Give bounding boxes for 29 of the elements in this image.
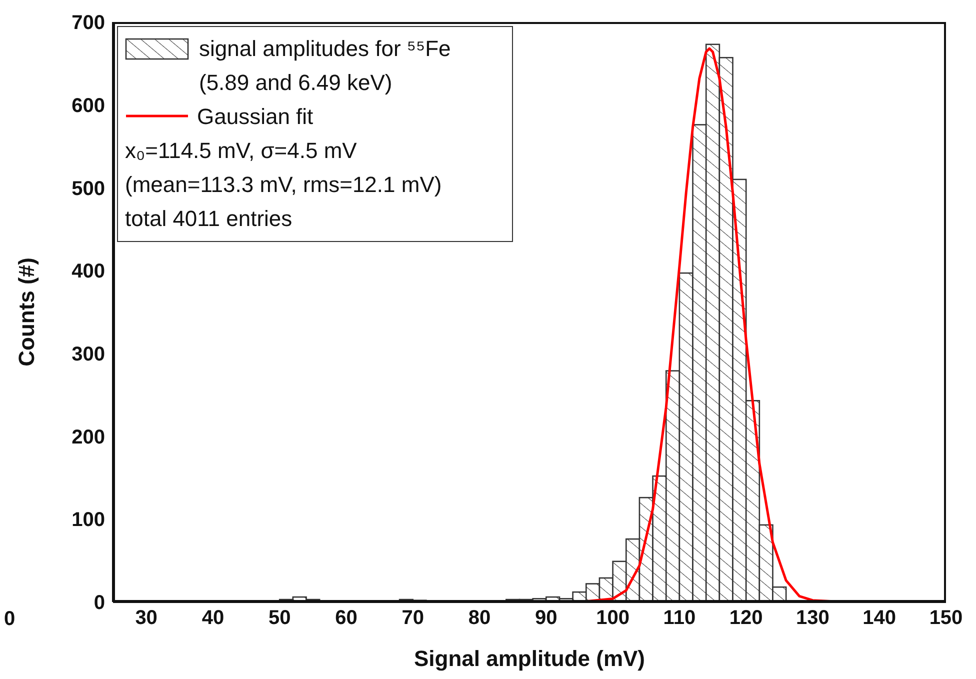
y-tick-label: 500 [72,178,105,200]
x-tick-label: 100 [596,607,630,630]
text: 0 [4,608,16,631]
x-tick-label: 70 [402,607,424,630]
x-tick-label: 90 [535,607,558,630]
x-tick-label: 80 [468,607,491,630]
x-tick-label: 150 [929,607,963,630]
annotation: (mean=113.3 mV, rms=12.1 mV) [125,171,443,199]
x-tick-label: 140 [862,607,896,630]
y-tick-label: 200 [72,426,105,448]
y-tick-label: 100 [72,509,105,532]
y-tick-label: 0 [94,592,105,614]
x-tick-label: 110 [663,607,696,630]
y-tick-label: 300 [72,344,105,366]
y-axis-title: Counts (#) [14,258,39,366]
y-tick-label: 400 [72,260,105,283]
legend-label: Gaussian fit [197,104,314,129]
y-tick-label: 600 [72,94,105,117]
x-tick-label: 40 [202,607,224,630]
y-tick-label: 700 [72,12,105,34]
x-axis-title: Signal amplitude (mV) [414,646,646,671]
x-tick-label: 130 [796,607,830,630]
legend-label: signal amplitudes for ⁵⁵Fe (5.89 and 6.49 keV) [199,35,452,97]
x-tick-label: 120 [729,607,763,630]
x-tick-label: 30 [135,607,158,630]
x-tick-label: 60 [335,607,358,630]
x-tick-label: 50 [268,607,291,630]
annotation: x₀=114.5 mV, σ=4.5 mV [125,137,358,165]
annotation: total 4011 entries [125,205,294,233]
